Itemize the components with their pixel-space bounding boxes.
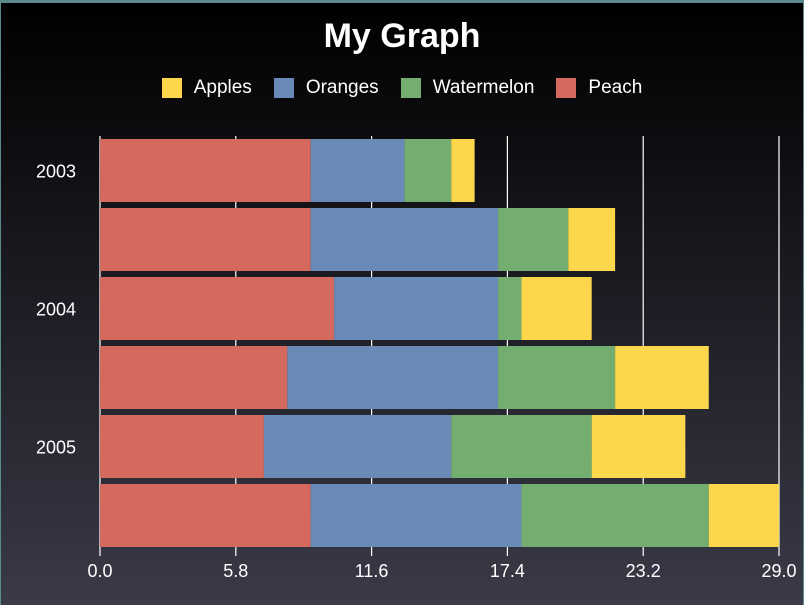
legend-label-apples: Apples: [193, 77, 252, 98]
x-tick-label: 29.0: [761, 561, 796, 581]
legend-item-oranges: Oranges: [273, 77, 379, 99]
y-tick-label: 2003: [36, 162, 76, 182]
bar-segment-peach: [100, 208, 311, 271]
legend-label-watermelon: Watermelon: [432, 77, 535, 98]
x-tick-label: 0.0: [87, 561, 112, 581]
x-tick-label: 11.6: [355, 561, 389, 581]
bar-segment-peach: [100, 139, 311, 202]
chart-plot: 0.0 5.8 11.6 17.4 23.2 29.0 2003 2004 2005: [36, 136, 797, 581]
bar-segment-apples: [615, 346, 709, 409]
legend-swatch-apples: [161, 78, 182, 98]
bar-segment-oranges: [287, 346, 499, 409]
y-tick-label: 2004: [36, 300, 76, 320]
bar-segment-watermelon: [498, 277, 522, 340]
bar-segment-watermelon: [498, 208, 569, 271]
legend-item-apples: Apples: [161, 77, 252, 99]
x-tick-label: 5.8: [223, 561, 248, 581]
legend-swatch-watermelon: [400, 78, 421, 98]
legend-item-watermelon: Watermelon: [400, 77, 535, 99]
bar-segment-apples: [521, 277, 592, 340]
bar-segment-oranges: [334, 277, 499, 340]
bar-segment-oranges: [310, 139, 405, 202]
bar-segment-watermelon: [498, 346, 616, 409]
chart-title: My Graph: [323, 17, 481, 55]
bar-segment-apples: [591, 415, 686, 478]
bar-segment-oranges: [310, 484, 522, 547]
bar-segment-watermelon: [521, 484, 709, 547]
legend: Apples Oranges Watermelon Peach: [1, 77, 803, 99]
x-tick-label: 23.2: [626, 561, 661, 581]
bar-segment-peach: [100, 277, 335, 340]
legend-label-oranges: Oranges: [305, 77, 379, 98]
legend-item-peach: Peach: [556, 77, 642, 99]
x-tick-label: 17.4: [490, 561, 525, 581]
bar-segment-peach: [100, 415, 264, 478]
legend-label-peach: Peach: [588, 77, 643, 98]
bar-segment-peach: [100, 346, 288, 409]
bar-segment-apples: [568, 208, 616, 271]
bar-segment-watermelon: [404, 139, 452, 202]
legend-swatch-oranges: [273, 78, 294, 98]
y-tick-label: 2005: [36, 438, 76, 458]
legend-swatch-peach: [556, 78, 577, 98]
bar-segment-oranges: [310, 208, 499, 271]
bar-segment-oranges: [263, 415, 452, 478]
bar-segment-apples: [451, 139, 475, 202]
bar-segment-apples: [708, 484, 779, 547]
bar-segment-peach: [100, 484, 311, 547]
bar-segment-watermelon: [451, 415, 592, 478]
